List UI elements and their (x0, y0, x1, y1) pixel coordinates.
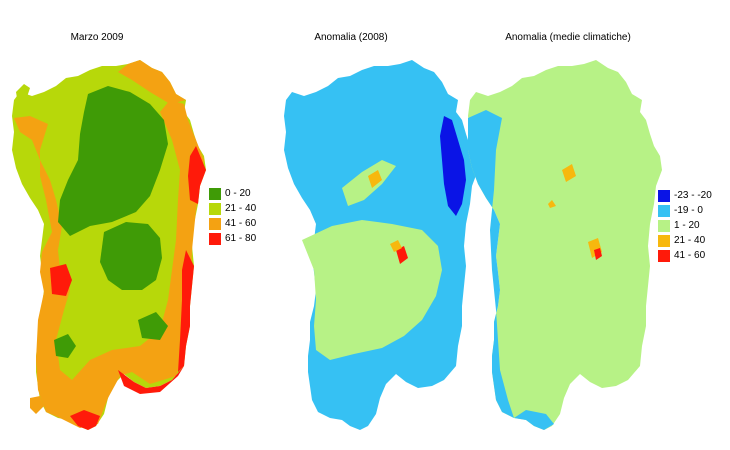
legend-march-2009-item: 61 - 80 (209, 231, 256, 246)
legend-anomaly-climate-swatch (658, 219, 670, 232)
zone-41-60-center (594, 248, 602, 260)
legend-march-2009-swatch (209, 202, 221, 215)
legend-anomaly-climate-item: 41 - 60 (658, 248, 712, 263)
zone-21-40-center (390, 240, 402, 252)
legend-anomaly-climate-item: -19 - 0 (658, 203, 712, 218)
map-title-anomaly-climate: Anomalia (medie climatiche) (505, 32, 631, 43)
zone-61-80-southwest (70, 410, 100, 430)
legend-march-2009-swatch (209, 232, 221, 245)
zone-21-40-north (368, 170, 382, 188)
zone-61-80-south (118, 366, 184, 394)
map-anomaly-2008 (284, 60, 478, 430)
islet-asinara (16, 84, 30, 104)
legend-anomaly-climate-label: -19 - 0 (674, 205, 703, 216)
islet-san-pietro (30, 396, 44, 414)
zone-61-80-east (188, 146, 206, 204)
legend-march-2009-label: 61 - 80 (225, 233, 257, 244)
zone-negative-west (468, 110, 514, 418)
zone-41-60-center (396, 246, 408, 264)
legend-anomaly-climate-swatch (658, 249, 670, 262)
legend-march-2009-item: 0 - 20 (209, 186, 256, 201)
zone-strong-negative-east (440, 116, 466, 216)
legend-anomaly-climate: -23 - -20 -19 - 0 1 - 20 21 - 40 41 - 60 (658, 188, 712, 263)
legend-anomaly-climate-item: -23 - -20 (658, 188, 712, 203)
zone-0-20-southeast (138, 312, 168, 340)
legend-march-2009-label: 41 - 60 (225, 218, 257, 229)
legend-anomaly-climate-item: 1 - 20 (658, 218, 712, 233)
zone-21-40-north (562, 164, 576, 182)
zone-0-20-central (100, 222, 162, 290)
zone-61-80-west (50, 264, 72, 296)
legend-march-2009: 0 - 20 21 - 40 41 - 60 61 - 80 (209, 186, 256, 246)
map-title-march-2009: Marzo 2009 (70, 32, 124, 43)
legend-march-2009-swatch (209, 217, 221, 230)
map-anomaly-climate (468, 60, 662, 430)
legend-march-2009-item: 21 - 40 (209, 201, 256, 216)
zone-negative-southwest (514, 410, 554, 430)
legend-anomaly-climate-label: 21 - 40 (674, 235, 706, 246)
legend-anomaly-climate-swatch (658, 234, 670, 247)
zone-positive-north (342, 160, 396, 206)
zone-41-60-west (14, 100, 204, 428)
legend-anomaly-climate-label: 1 - 20 (674, 220, 700, 231)
legend-march-2009-label: 0 - 20 (225, 188, 251, 199)
zone-61-80-east-lower (178, 250, 194, 372)
map-title-anomaly-2008: Anomalia (2008) (314, 32, 388, 43)
legend-anomaly-climate-label: -23 - -20 (674, 190, 712, 201)
legend-march-2009-label: 21 - 40 (225, 203, 257, 214)
zone-0-20-north (58, 86, 168, 236)
zone-21-40-minor (548, 200, 556, 208)
legend-march-2009-item: 41 - 60 (209, 216, 256, 231)
legend-anomaly-climate-item: 21 - 40 (658, 233, 712, 248)
legend-march-2009-swatch (209, 187, 221, 200)
legend-anomaly-climate-swatch (658, 189, 670, 202)
zone-0-20-south (54, 334, 76, 358)
zone-41-60-north (118, 60, 186, 104)
legend-anomaly-climate-swatch (658, 204, 670, 217)
legend-anomaly-climate-label: 41 - 60 (674, 250, 706, 261)
map-march-2009 (12, 60, 206, 430)
